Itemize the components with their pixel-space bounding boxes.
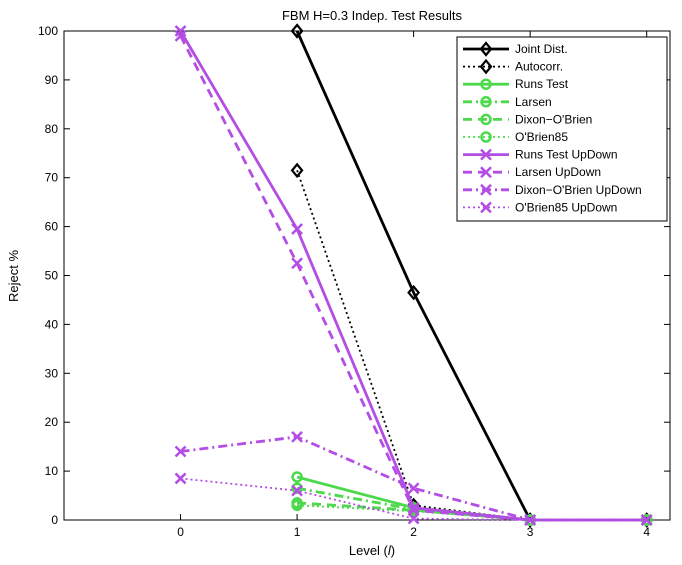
data-point-larsen-updown [291, 257, 303, 270]
legend-marker-dixon-o-brien-shape [480, 113, 492, 126]
data-point-runs-test-updown-shape [174, 25, 187, 37]
y-tick-label: 50 [45, 269, 59, 283]
legend-marker-runs-test-updown-shape [480, 148, 492, 161]
y-tick-label: 20 [45, 415, 59, 429]
data-point-dixon-o-brien-updown [407, 482, 420, 495]
data-point-o-brien85 [291, 499, 303, 512]
legend-label-runs-test-updown: Runs Test UpDown [515, 148, 618, 162]
legend-label-dixon-o-brien-updown: Dixon−O'Brien UpDown [515, 183, 642, 197]
legend-label-o-brien85: O'Brien85 [515, 130, 568, 144]
data-point-runs-test [291, 471, 303, 483]
data-point-o-brien85-updown [640, 514, 653, 526]
data-point-o-brien85-updown [291, 484, 303, 497]
plot-layer: 0 10 20 30 40 50 60 70 80 90 100 0 1 2 3 4 [38, 23, 671, 539]
y-tick-label: 30 [45, 366, 59, 380]
legend-label-larsen: Larsen [515, 95, 552, 109]
legend-label-joint-dist: Joint Dist. [515, 42, 568, 56]
y-tick-label: 80 [45, 122, 59, 136]
data-point-dixon-o-brien-updown [174, 445, 187, 458]
data-point-o-brien85-updown-shape [524, 514, 537, 526]
legend-label-dixon-o-brien: Dixon−O'Brien [515, 112, 592, 126]
series-runs-test [291, 471, 653, 526]
legend-label-autocorr: Autocorr. [515, 60, 563, 74]
data-point-autocorr [290, 162, 304, 179]
x-tick-label: 0 [177, 525, 184, 539]
data-point-larsen [291, 482, 303, 494]
legend-marker-larsen-updown [480, 166, 492, 179]
data-point-o-brien85-updown-shape [174, 472, 187, 485]
data-point-dixon-o-brien-updown [291, 430, 303, 443]
legend-marker-joint-dist [479, 41, 493, 57]
legend: Joint Dist. Autocorr. Runs Test Larsen Dixon… [456, 36, 668, 222]
data-point-larsen-updown [174, 30, 187, 42]
legend-marker-larsen-updown-shape [480, 166, 492, 179]
data-point-o-brien85-updown [174, 472, 187, 485]
x-tick-label: 1 [294, 525, 301, 539]
series-line-autocorr [296, 170, 647, 521]
y-tick-label: 0 [51, 513, 58, 527]
data-point-joint-dist [407, 284, 421, 301]
data-point-runs-test-updown [174, 25, 187, 37]
data-point-o-brien85-updown-shape [407, 512, 420, 525]
series-line-dixon-o-brien-updown [180, 435, 647, 522]
y-tick-label: 90 [45, 73, 59, 87]
y-tick-label: 70 [45, 171, 59, 185]
legend-marker-runs-test-updown [480, 148, 492, 161]
x-tick-label: 4 [643, 525, 650, 539]
legend-marker-autocorr-shape [479, 58, 493, 75]
legend-marker-dixon-o-brien [480, 113, 492, 126]
data-point-o-brien85-updown-shape [291, 484, 303, 497]
data-point-o-brien85-shape [291, 499, 303, 512]
y-tick-label: 40 [45, 317, 59, 331]
series-o-brien85-updown [174, 472, 653, 526]
data-point-o-brien85-updown-shape [640, 514, 653, 526]
legend-label-larsen-updown: Larsen UpDown [515, 165, 601, 179]
data-point-larsen-shape [291, 482, 303, 494]
data-point-joint-dist [290, 23, 304, 39]
legend-box [456, 36, 668, 222]
x-tick-label: 2 [410, 525, 417, 539]
legend-marker-o-brien85 [480, 131, 492, 143]
legend-marker-joint-dist-shape [479, 41, 493, 57]
data-point-joint-dist-shape [290, 23, 304, 39]
y-tick-label: 10 [45, 464, 59, 478]
data-point-runs-test-shape [291, 471, 303, 483]
data-point-joint-dist-shape [407, 284, 421, 301]
data-point-o-brien85-updown [407, 512, 420, 525]
y-axis-label: Reject % [6, 250, 21, 302]
legend-marker-o-brien85-updown-shape [480, 201, 492, 214]
legend-marker-o-brien85-updown [480, 201, 492, 214]
data-point-o-brien85-updown [524, 514, 537, 526]
data-point-runs-test-updown [291, 223, 303, 235]
legend-marker-runs-test-shape [480, 78, 492, 90]
legend-marker-dixon-o-brien-updown [480, 183, 492, 196]
data-point-dixon-o-brien-updown-shape [407, 482, 420, 495]
data-point-larsen-updown-shape [174, 30, 187, 42]
legend-label-runs-test: Runs Test [515, 77, 569, 91]
x-axis-label: Level (l) [349, 543, 395, 558]
legend-label-o-brien85-updown: O'Brien85 UpDown [515, 200, 617, 214]
x-tick-label: 3 [527, 525, 534, 539]
legend-marker-runs-test [480, 78, 492, 90]
data-point-autocorr-shape [290, 162, 304, 179]
y-tick-label: 100 [38, 24, 58, 38]
data-point-runs-test-updown-shape [291, 223, 303, 235]
data-point-dixon-o-brien-updown-shape [291, 430, 303, 443]
data-point-larsen-updown-shape [291, 257, 303, 270]
legend-marker-o-brien85-shape [480, 131, 492, 143]
chart-title: FBM H=0.3 Indep. Test Results [282, 8, 463, 23]
legend-marker-autocorr [479, 58, 493, 75]
y-tick-label: 60 [45, 220, 59, 234]
legend-marker-larsen [480, 96, 492, 108]
legend-marker-dixon-o-brien-updown-shape [480, 183, 492, 196]
data-point-dixon-o-brien-updown-shape [174, 445, 187, 458]
legend-marker-larsen-shape [480, 96, 492, 108]
